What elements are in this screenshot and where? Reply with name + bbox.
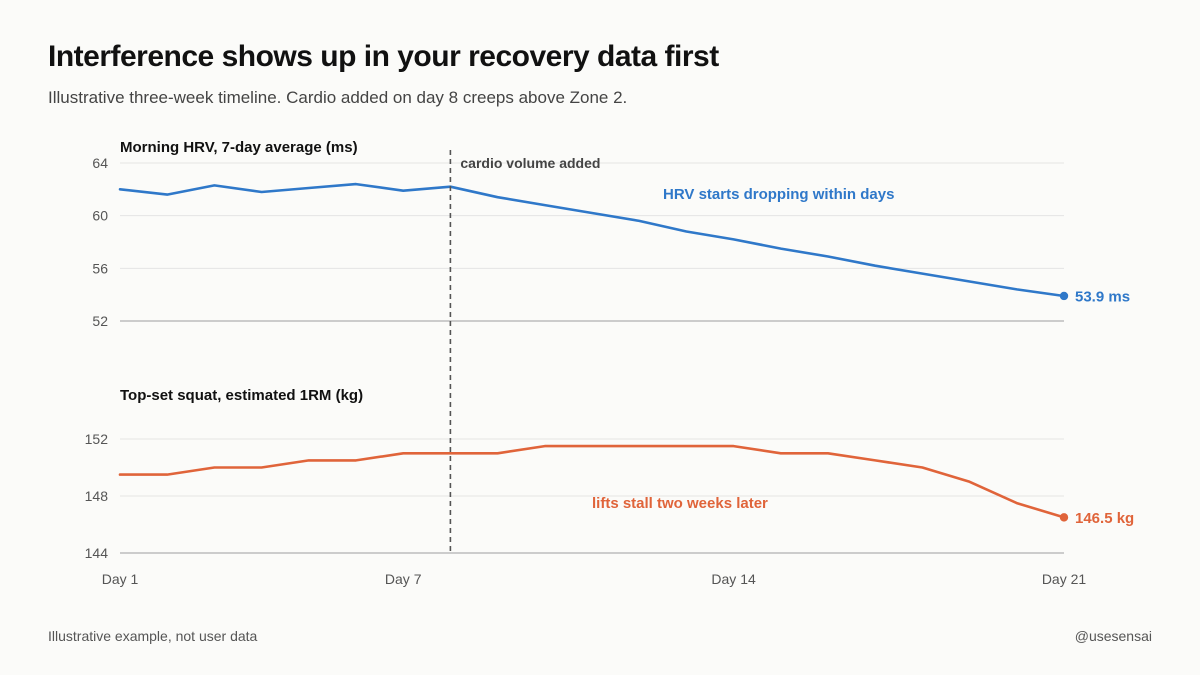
- squat-y-tick-label: 148: [85, 488, 109, 504]
- hrv-series-line: [118, 182, 1066, 298]
- footer-handle: @usesensai: [1074, 628, 1152, 644]
- hrv-y-tick-label: 64: [92, 155, 108, 171]
- x-tick-label: Day 14: [711, 571, 756, 587]
- footer-note: Illustrative example, not user data: [48, 628, 258, 644]
- squat-y-tick-label: 152: [85, 431, 109, 447]
- hrv-panel-title: Morning HRV, 7-day average (ms): [120, 139, 358, 156]
- hrv-panel: Morning HRV, 7-day average (ms) 64 60 56 52 5…: [92, 139, 1130, 329]
- x-tick-label: Day 21: [1042, 571, 1087, 587]
- hrv-end-label: 53.9 ms: [1075, 288, 1130, 305]
- squat-end-point: [1059, 513, 1069, 522]
- squat-panel: Top-set squat, estimated 1RM (kg) 152 148 1…: [85, 387, 1135, 561]
- squat-end-label: 146.5 kg: [1075, 510, 1134, 527]
- squat-y-tick-label: 144: [85, 545, 109, 561]
- event-marker-label: cardio volume added: [460, 155, 600, 171]
- squat-annotation: lifts stall two weeks later: [592, 495, 768, 512]
- x-tick-label: Day 7: [385, 571, 422, 587]
- page-title: Interference shows up in your recovery d…: [48, 40, 719, 73]
- hrv-y-tick-label: 60: [92, 208, 108, 224]
- x-axis: Day 1 Day 7 Day 14 Day 21: [102, 571, 1087, 587]
- hrv-y-tick-label: 52: [92, 313, 108, 329]
- page-subtitle: Illustrative three-week timeline. Cardio…: [48, 88, 628, 107]
- squat-panel-title: Top-set squat, estimated 1RM (kg): [120, 387, 363, 404]
- event-marker: cardio volume added: [449, 150, 600, 553]
- x-tick-label: Day 1: [102, 571, 139, 587]
- squat-series-line: [118, 444, 1066, 519]
- hrv-end-point: [1059, 291, 1069, 301]
- hrv-y-tick-label: 56: [92, 260, 108, 276]
- hrv-annotation: HRV starts dropping within days: [663, 186, 894, 203]
